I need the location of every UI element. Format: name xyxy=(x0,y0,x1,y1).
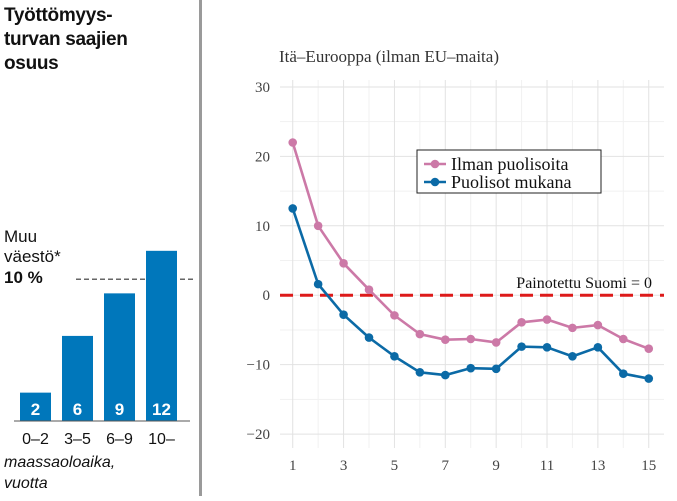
right-line-chart-panel: Itä–Eurooppa (ilman EU–maita) 30 20 10 0 −10 −… xyxy=(202,0,677,496)
bar-6–9 xyxy=(104,293,135,421)
series-0-point xyxy=(339,259,348,268)
series-1-point xyxy=(593,343,603,352)
series-0-point xyxy=(466,334,476,344)
bar-3–5 xyxy=(62,335,93,421)
legend-marker xyxy=(430,159,440,169)
series-1-point xyxy=(339,310,348,319)
x-tick-label: 11 xyxy=(540,458,554,474)
bar-value-label: 6 xyxy=(73,400,82,419)
legend-box xyxy=(416,149,602,194)
series-0-point xyxy=(390,311,399,320)
series-1-point xyxy=(568,352,577,361)
line-chart-svg: Itä–Eurooppa (ilman EU–maita) 30 20 10 0 −10 −… xyxy=(247,47,664,474)
reference-label-line-2: väestö* xyxy=(4,247,61,266)
x-tick-label: 15 xyxy=(641,458,656,474)
y-tick-label: 30 xyxy=(255,80,270,96)
left-bar-chart-panel: Työttömyys- turvan saajien osuus Muu väes… xyxy=(0,0,200,496)
panel-divider xyxy=(199,0,202,496)
series-1-point xyxy=(288,204,298,213)
x-tick-label: 1 xyxy=(289,458,297,474)
x-axis-label-line-1: maassaoloaika, xyxy=(4,454,115,471)
reference-label-line-1: Muu xyxy=(4,227,37,246)
series-0-point xyxy=(644,344,654,354)
bar-value-label: 12 xyxy=(152,400,171,419)
series-0-point xyxy=(415,329,425,339)
series-1-point xyxy=(644,374,654,383)
series-1-point xyxy=(491,364,501,374)
series-0-point xyxy=(619,334,628,344)
y-tick-label: −20 xyxy=(247,427,270,443)
x-axis-label-line-2: vuotta xyxy=(4,475,48,492)
bar-category-label: 6–9 xyxy=(106,431,133,448)
reference-value-label: 10 % xyxy=(4,268,43,287)
bar-category-label: 0–2 xyxy=(22,431,49,448)
series-0-point xyxy=(313,221,323,231)
x-tick-label: 3 xyxy=(340,458,348,474)
x-tick-label: 5 xyxy=(391,458,399,474)
left-title-line-1: Työttömyys- xyxy=(4,5,113,26)
y-tick-label: −10 xyxy=(247,358,270,374)
series-1-point xyxy=(313,279,323,289)
series-0-point xyxy=(364,285,374,294)
x-tick-label: 13 xyxy=(590,458,605,474)
series-0-point xyxy=(568,323,577,333)
legend-label: Ilman puolisoita xyxy=(451,154,568,174)
series-0-point xyxy=(491,338,501,347)
series-1-point xyxy=(517,342,526,351)
bar-category-label: 10– xyxy=(148,431,175,448)
bar-0–2 xyxy=(20,392,51,421)
bar-category-label: 3–5 xyxy=(64,431,91,448)
left-chart-title: Työttömyys- turvan saajien osuus xyxy=(4,4,194,76)
line-chart-title: Itä–Eurooppa (ilman EU–maita) xyxy=(279,47,499,66)
left-title-line-2: turvan saajien xyxy=(4,29,128,50)
bar-10– xyxy=(146,250,177,421)
y-tick-label: 0 xyxy=(263,288,271,304)
series-0-point xyxy=(542,315,552,324)
left-title-line-3: osuus xyxy=(4,53,59,74)
x-tick-label: 9 xyxy=(492,458,500,474)
series-1-point xyxy=(440,370,450,380)
series-1-point xyxy=(466,363,476,373)
series-1-point xyxy=(542,343,552,352)
series-0-point xyxy=(517,318,526,327)
series-1-point xyxy=(415,368,425,377)
reference-line-label: Painotettu Suomi = 0 xyxy=(516,275,652,292)
series-1-point xyxy=(364,333,374,342)
x-tick-label: 7 xyxy=(442,458,450,474)
series-0-point xyxy=(593,320,603,330)
series-1-point xyxy=(390,352,399,361)
series-0-point xyxy=(288,138,298,147)
bar-value-label: 9 xyxy=(115,400,124,419)
y-tick-label: 10 xyxy=(255,219,270,235)
legend-label: Puolisot mukana xyxy=(451,172,572,192)
series-0-point xyxy=(440,335,450,344)
bar-value-label: 2 xyxy=(31,400,40,419)
legend-marker xyxy=(430,177,440,187)
y-tick-label: 20 xyxy=(255,149,270,165)
series-1-point xyxy=(619,369,628,379)
